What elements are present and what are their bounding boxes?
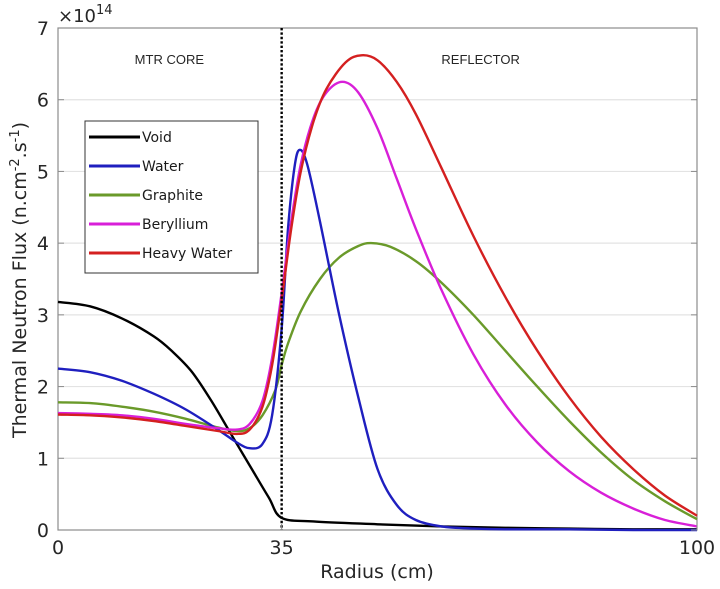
legend-item-water: Water	[89, 159, 184, 175]
y-tick-label: 3	[37, 305, 49, 327]
y-tick-label: 6	[37, 90, 49, 112]
legend-label-graphite: Graphite	[142, 188, 203, 204]
series-line-void	[57, 300, 698, 531]
series-line-beryllium	[57, 80, 698, 528]
y-tick-label: 1	[37, 448, 49, 470]
series-line-heavy-water	[57, 54, 698, 517]
legend-label-heavy-water: Heavy Water	[142, 246, 232, 262]
y-tick-label: 5	[37, 161, 49, 183]
legend-item-graphite: Graphite	[89, 188, 203, 204]
legend-label-water: Water	[142, 159, 184, 175]
series-line-water	[57, 148, 698, 532]
legend-label-void: Void	[142, 130, 172, 146]
x-tick-label: 100	[679, 537, 715, 559]
legend: Void Water Graphite Beryllium Heavy Water	[84, 120, 259, 274]
legend-item-beryllium: Beryllium	[89, 217, 208, 233]
axis-ticks: 0 1 2 3 4 5 6 7 0 35 100	[37, 18, 715, 559]
series-layer	[57, 54, 698, 532]
plot-frame	[57, 27, 698, 531]
y-axis-label: Thermal Neutron Flux (n.cm-2.s-1)	[8, 122, 31, 439]
y-axis-label-end: )	[9, 122, 31, 129]
x-axis-label: Radius (cm)	[320, 561, 434, 583]
y-axis-label-base: Thermal Neutron Flux (n.cm	[9, 171, 31, 439]
legend-box	[84, 120, 259, 274]
y-exponent-base: ×10	[58, 6, 96, 27]
region-label-mtr-core: MTR CORE	[135, 52, 205, 67]
region-label-reflector: REFLECTOR	[441, 52, 520, 67]
y-axis-label-sup2: -1	[8, 129, 23, 142]
y-tick-label: 7	[37, 18, 49, 40]
legend-label-beryllium: Beryllium	[142, 217, 208, 233]
x-tick-label: 0	[52, 537, 64, 559]
y-exponent-power: 14	[96, 3, 113, 18]
y-exponent-label: ×1014	[58, 3, 113, 27]
y-tick-label: 2	[37, 377, 49, 399]
x-tick-label: 35	[270, 537, 294, 559]
y-tick-label: 0	[37, 520, 49, 542]
y-axis-label-mid: .s	[9, 142, 31, 158]
legend-item-heavy-water: Heavy Water	[89, 246, 232, 262]
y-axis-label-sup1: -2	[8, 158, 23, 171]
legend-item-void: Void	[89, 130, 172, 146]
y-tick-label: 4	[37, 233, 49, 255]
